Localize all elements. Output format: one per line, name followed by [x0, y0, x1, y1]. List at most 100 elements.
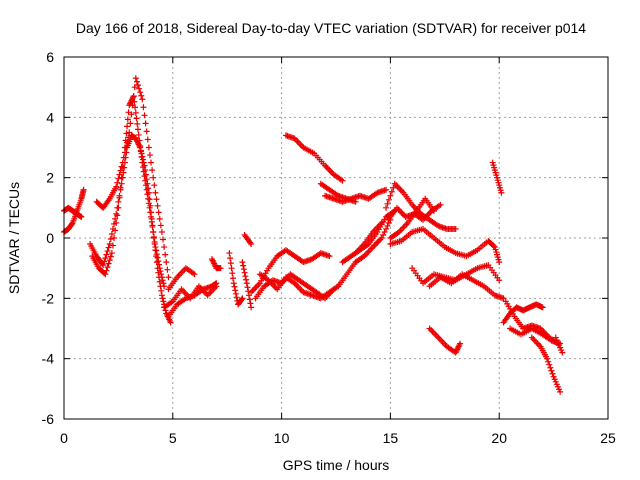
- data-point-interp: [118, 163, 125, 170]
- data-series-track-32: [507, 325, 564, 347]
- data-point-interp: [157, 222, 164, 229]
- data-point: [119, 159, 126, 166]
- data-series-track-33: [528, 334, 564, 395]
- data-point-interp: [245, 292, 252, 299]
- data-point: [383, 204, 390, 211]
- data-series-track-15: [256, 271, 342, 302]
- data-point-interp: [113, 219, 120, 226]
- data-point-interp: [153, 251, 160, 258]
- data-point-interp: [238, 296, 245, 303]
- data-point-interp: [242, 273, 249, 280]
- data-point-interp: [114, 179, 121, 186]
- data-point-interp: [142, 182, 149, 189]
- data-point-interp: [162, 251, 169, 258]
- data-point-interp: [142, 120, 149, 127]
- data-point-interp: [388, 188, 395, 195]
- data-point-interp: [104, 248, 111, 255]
- data-point-interp: [148, 218, 155, 225]
- data-series-track-3: [87, 132, 174, 326]
- data-point-interp: [153, 247, 160, 254]
- data-point-interp: [121, 149, 128, 156]
- data-point-interp: [146, 204, 153, 211]
- x-tick-label: 20: [491, 430, 507, 446]
- data-point-interp: [114, 212, 121, 219]
- data-point: [100, 262, 107, 269]
- data-point-interp: [138, 92, 145, 99]
- data-point-interp: [548, 367, 555, 374]
- data-point: [383, 186, 390, 193]
- data-point-interp: [227, 260, 234, 267]
- data-point-interp: [546, 361, 553, 368]
- data-point: [115, 204, 122, 211]
- data-point: [139, 159, 146, 166]
- data-point-interp: [144, 191, 151, 198]
- data-series-track-11: [239, 259, 255, 311]
- data-series-track-18: [322, 186, 390, 205]
- data-point-interp: [233, 294, 240, 301]
- data-point-interp: [137, 89, 144, 96]
- data-point-interp: [385, 219, 392, 226]
- data-point-interp: [154, 202, 161, 209]
- data-point-interp: [103, 267, 110, 274]
- data-series-track-19: [335, 216, 394, 290]
- data-point: [106, 241, 113, 248]
- data-point-interp: [68, 220, 75, 227]
- data-point-interp: [140, 164, 147, 171]
- y-tick-label: -4: [42, 351, 55, 367]
- data-point: [143, 186, 150, 193]
- data-point: [496, 259, 503, 266]
- data-point: [108, 250, 115, 257]
- data-point-interp: [163, 259, 170, 266]
- data-series-track-24: [387, 195, 437, 241]
- data-series-track-7: [165, 280, 220, 320]
- data-point-interp: [151, 182, 158, 189]
- data-point: [239, 295, 246, 302]
- data-point-interp: [125, 134, 132, 141]
- data-point-interp: [156, 261, 163, 268]
- data-point-interp: [133, 78, 140, 85]
- data-point-interp: [154, 254, 161, 261]
- data-point-interp: [107, 253, 114, 260]
- data-point-interp: [128, 111, 135, 118]
- data-point-interp: [133, 115, 140, 122]
- data-point-interp: [120, 154, 127, 161]
- data-point: [152, 189, 159, 196]
- data-point-interp: [102, 255, 109, 262]
- data-point: [544, 355, 551, 362]
- data-point: [500, 295, 507, 302]
- data-point: [156, 265, 163, 272]
- data-point-interp: [143, 128, 150, 135]
- data-point: [248, 304, 255, 311]
- data-point: [391, 207, 398, 214]
- data-point-interp: [104, 264, 111, 271]
- data-point-interp: [141, 173, 148, 180]
- data-point-interp: [148, 159, 155, 166]
- data-point: [457, 340, 464, 347]
- data-series-track-10: [226, 250, 246, 308]
- y-axis-label: SDTVAR / TECUs: [6, 182, 22, 294]
- data-point-interp: [150, 228, 157, 235]
- data-point-interp: [241, 269, 248, 276]
- data-series-track-2: [61, 186, 87, 235]
- data-series-track-13: [248, 247, 333, 296]
- data-point-interp: [112, 215, 119, 222]
- x-tick-label: 10: [274, 430, 290, 446]
- data-point-interp: [115, 175, 122, 182]
- data-point-interp: [380, 231, 387, 238]
- data-point-interp: [246, 296, 253, 303]
- data-point: [437, 201, 444, 208]
- data-point-interp: [387, 192, 394, 199]
- data-point-interp: [153, 196, 160, 203]
- data-point-interp: [144, 136, 151, 143]
- data-series-track-26: [409, 262, 503, 287]
- data-point-interp: [103, 251, 110, 258]
- data-point: [78, 213, 85, 220]
- data-series-track-21: [352, 219, 385, 257]
- data-point-interp: [119, 164, 126, 171]
- data-point-interp: [132, 109, 139, 116]
- data-point: [243, 280, 250, 287]
- data-point-interp: [149, 167, 156, 174]
- data-point: [167, 319, 174, 326]
- data-point: [339, 177, 346, 184]
- axis-ticks: 0 5 10 15 20 25 -6 -4 -2 0 2 4 6: [42, 49, 616, 446]
